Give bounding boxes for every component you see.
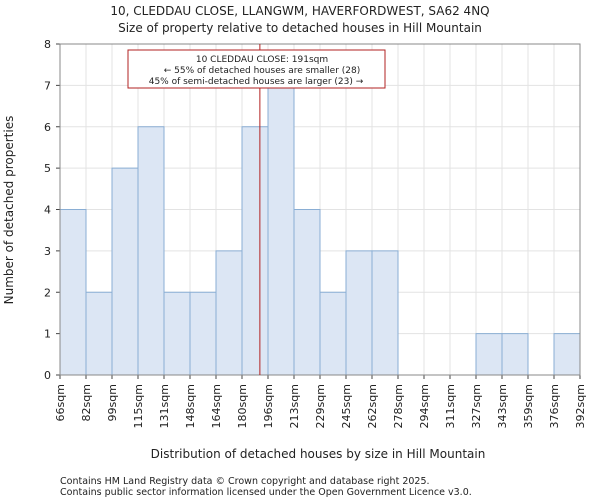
bar-327sqm <box>475 333 503 376</box>
annotation-box <box>127 49 386 89</box>
x-tick-label: 245sqm <box>340 384 353 428</box>
y-tick-label: 0 <box>44 369 51 382</box>
x-tick-label: 196sqm <box>262 384 275 428</box>
bar-115sqm <box>137 126 165 376</box>
x-tick-label: 294sqm <box>418 384 431 428</box>
x-tick-label: 343sqm <box>496 384 509 428</box>
y-tick-label: 7 <box>44 79 51 92</box>
y-axis: 0 1 2 3 4 5 6 7 8 <box>44 38 60 382</box>
bar-148sqm <box>189 291 217 376</box>
x-tick-label: 148sqm <box>184 384 197 428</box>
bar-99sqm <box>111 167 139 376</box>
y-tick-label: 8 <box>44 38 51 51</box>
x-tick-label: 66sqm <box>54 384 67 421</box>
x-tick-label: 262sqm <box>366 384 379 428</box>
bar-262sqm <box>371 250 399 376</box>
x-tick-label: 164sqm <box>210 384 223 428</box>
annotation-line-3: 45% of semi-detached houses are larger (… <box>149 77 364 87</box>
y-axis-label: Number of detached properties <box>2 116 16 305</box>
y-tick-label: 1 <box>44 328 51 341</box>
x-tick-label: 213sqm <box>288 384 301 428</box>
chart-subtitle: Size of property relative to detached ho… <box>118 21 482 35</box>
bar-245sqm <box>345 250 373 376</box>
x-tick-label: 229sqm <box>314 384 327 428</box>
y-tick-label: 5 <box>44 162 51 175</box>
bar-131sqm <box>163 291 191 376</box>
bar-164sqm <box>215 250 243 376</box>
bar-180sqm <box>241 126 269 376</box>
bar-82sqm <box>85 291 113 376</box>
annotation-line-1: 10 CLEDDAU CLOSE: 191sqm <box>196 55 328 65</box>
x-axis-label: Distribution of detached houses by size … <box>151 447 486 461</box>
x-tick-label: 99sqm <box>106 384 119 421</box>
y-tick-label: 3 <box>44 245 51 258</box>
chart-title: 10, CLEDDAU CLOSE, LLANGWM, HAVERFORDWES… <box>110 4 489 18</box>
bar-376sqm <box>553 333 581 376</box>
x-tick-label: 359sqm <box>522 384 535 428</box>
x-tick-label: 131sqm <box>158 384 171 428</box>
x-tick-label: 392sqm <box>574 384 587 428</box>
x-axis: 66sqm 82sqm 99sqm 115sqm 131sqm 148sqm 164sqm 1… <box>54 375 587 428</box>
y-tick-label: 6 <box>44 121 51 134</box>
footer-line-2: Contains public sector information licen… <box>60 487 472 498</box>
footer-line-1: Contains HM Land Registry data © Crown c… <box>60 476 430 487</box>
y-tick-label: 4 <box>44 204 51 217</box>
bar-196sqm <box>267 84 295 376</box>
plot-frame <box>59 43 581 376</box>
x-tick-label: 115sqm <box>132 384 145 428</box>
y-tick-label: 2 <box>44 286 51 299</box>
x-tick-label: 311sqm <box>444 384 457 428</box>
x-tick-label: 82sqm <box>80 384 93 421</box>
x-tick-label: 180sqm <box>236 384 249 428</box>
bar-213sqm <box>293 209 321 376</box>
bars <box>59 84 581 376</box>
bar-229sqm <box>319 291 347 376</box>
x-tick-label: 278sqm <box>392 384 405 428</box>
x-tick-label: 376sqm <box>548 384 561 428</box>
bar-343sqm <box>501 333 529 376</box>
x-tick-label: 327sqm <box>470 384 483 428</box>
bar-66sqm <box>59 209 87 376</box>
annotation-line-2: ← 55% of detached houses are smaller (28… <box>164 66 361 76</box>
